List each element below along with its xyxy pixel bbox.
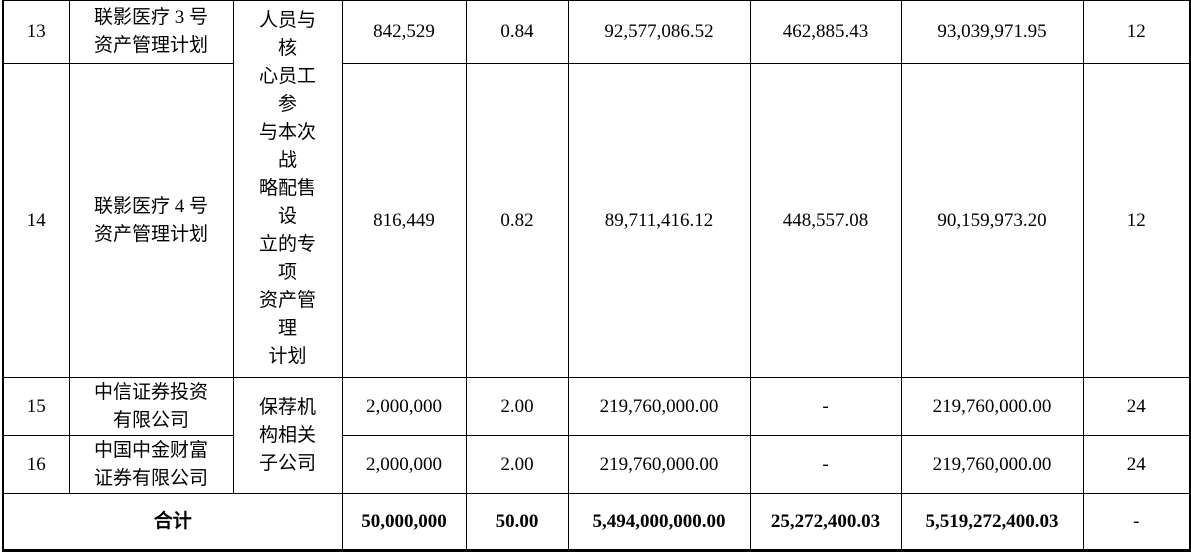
cell-pct: 2.00 <box>465 435 569 494</box>
name-line: 联影医疗 3 号 <box>93 7 208 28</box>
cell-amount: 89,711,416.12 <box>567 63 751 378</box>
cell-amount: 219,760,000.00 <box>567 435 751 494</box>
category-line: 设 <box>277 206 297 227</box>
total-shares: 50,000,000 <box>341 493 467 552</box>
category-line: 保荐机 <box>258 396 316 418</box>
cell-pct: 0.82 <box>465 63 569 378</box>
holder-category: 人员与核心员工参与本次战略配售设立的专项资产管理计划 <box>232 0 343 378</box>
cell-shares: 816,449 <box>341 63 467 378</box>
cell-fee: - <box>749 435 902 494</box>
category-line: 资产管 <box>258 290 316 311</box>
category-line: 略配售 <box>258 178 316 199</box>
total-fee: 25,272,400.03 <box>749 493 902 552</box>
cell-fee: 462,885.43 <box>749 0 902 64</box>
cell-pct: 2.00 <box>465 377 569 436</box>
cell-total: 90,159,973.20 <box>900 63 1084 378</box>
holder-name: 联影医疗 3 号资产管理计划 <box>68 0 234 64</box>
category-line: 战 <box>277 150 297 171</box>
cell-fee: 448,557.08 <box>749 63 902 378</box>
category-line: 理 <box>277 318 297 339</box>
total-row: 合计 50,000,000 50.00 5,494,000,000.00 25,272,… <box>2 493 1191 552</box>
total-months: - <box>1082 493 1191 552</box>
category-line: 子公司 <box>258 452 316 474</box>
holder-name: 中国中金财富 证券有限公司 <box>68 435 234 494</box>
cell-amount: 92,577,086.52 <box>567 0 751 64</box>
cell-amount: 219,760,000.00 <box>567 377 751 436</box>
category-line: 参 <box>277 94 297 115</box>
category-line: 人员与 <box>258 10 316 31</box>
name-line: 资产管理计划 <box>93 223 208 245</box>
table-row: 16 中国中金财富 证券有限公司 2,000,000 2.00 219,760,000.0… <box>2 435 1191 494</box>
name-line: 资产管理计划 <box>93 35 208 56</box>
category-line: 与本次 <box>258 122 316 143</box>
cell-shares: 2,000,000 <box>341 377 467 436</box>
name-line: 有限公司 <box>112 409 189 431</box>
holder-category: 保荐机 构相关 子公司 <box>232 377 343 494</box>
cell-months: 24 <box>1082 435 1191 494</box>
total-amount: 5,494,000,000.00 <box>567 493 751 552</box>
category-line: 计划 <box>268 346 307 367</box>
total-pct: 50.00 <box>465 493 569 552</box>
table-row: 14 联影医疗 4 号资产管理计划 816,449 0.82 89,711,416.12… <box>2 63 1191 378</box>
cell-months: 12 <box>1082 0 1191 64</box>
cell-total: 219,760,000.00 <box>900 435 1084 494</box>
cell-months: 12 <box>1082 63 1191 378</box>
holder-name: 中信证券投资 有限公司 <box>68 377 234 436</box>
cell-shares: 842,529 <box>341 0 467 64</box>
row-number: 16 <box>2 435 70 494</box>
holder-name: 联影医疗 4 号资产管理计划 <box>68 63 234 378</box>
cell-pct: 0.84 <box>465 0 569 64</box>
category-line: 核 <box>277 38 297 59</box>
name-line: 中信证券投资 <box>93 381 208 403</box>
category-line: 心员工 <box>258 66 316 87</box>
cell-total: 93,039,971.95 <box>900 0 1084 64</box>
name-line: 证券有限公司 <box>93 467 208 489</box>
cell-total: 219,760,000.00 <box>900 377 1084 436</box>
row-number: 15 <box>2 377 70 436</box>
total-total: 5,519,272,400.03 <box>900 493 1084 552</box>
name-line: 中国中金财富 <box>93 439 208 461</box>
cell-months: 24 <box>1082 377 1191 436</box>
category-line: 构相关 <box>258 424 316 446</box>
table-row: 13 联影医疗 3 号资产管理计划 人员与核心员工参与本次战略配售设立的专项资产管理… <box>2 0 1191 378</box>
name-line: 联影医疗 4 号 <box>93 195 208 217</box>
row-number: 13 <box>2 0 70 64</box>
total-label: 合计 <box>2 493 343 552</box>
category-line: 立的专 <box>258 234 316 255</box>
cell-shares: 2,000,000 <box>341 435 467 494</box>
category-line: 项 <box>277 262 297 283</box>
table-row: 15 中信证券投资 有限公司 保荐机 构相关 子公司 2,000,000 2.00 219,76… <box>2 377 1191 494</box>
cell-fee: - <box>749 377 902 436</box>
row-number: 14 <box>2 63 70 378</box>
